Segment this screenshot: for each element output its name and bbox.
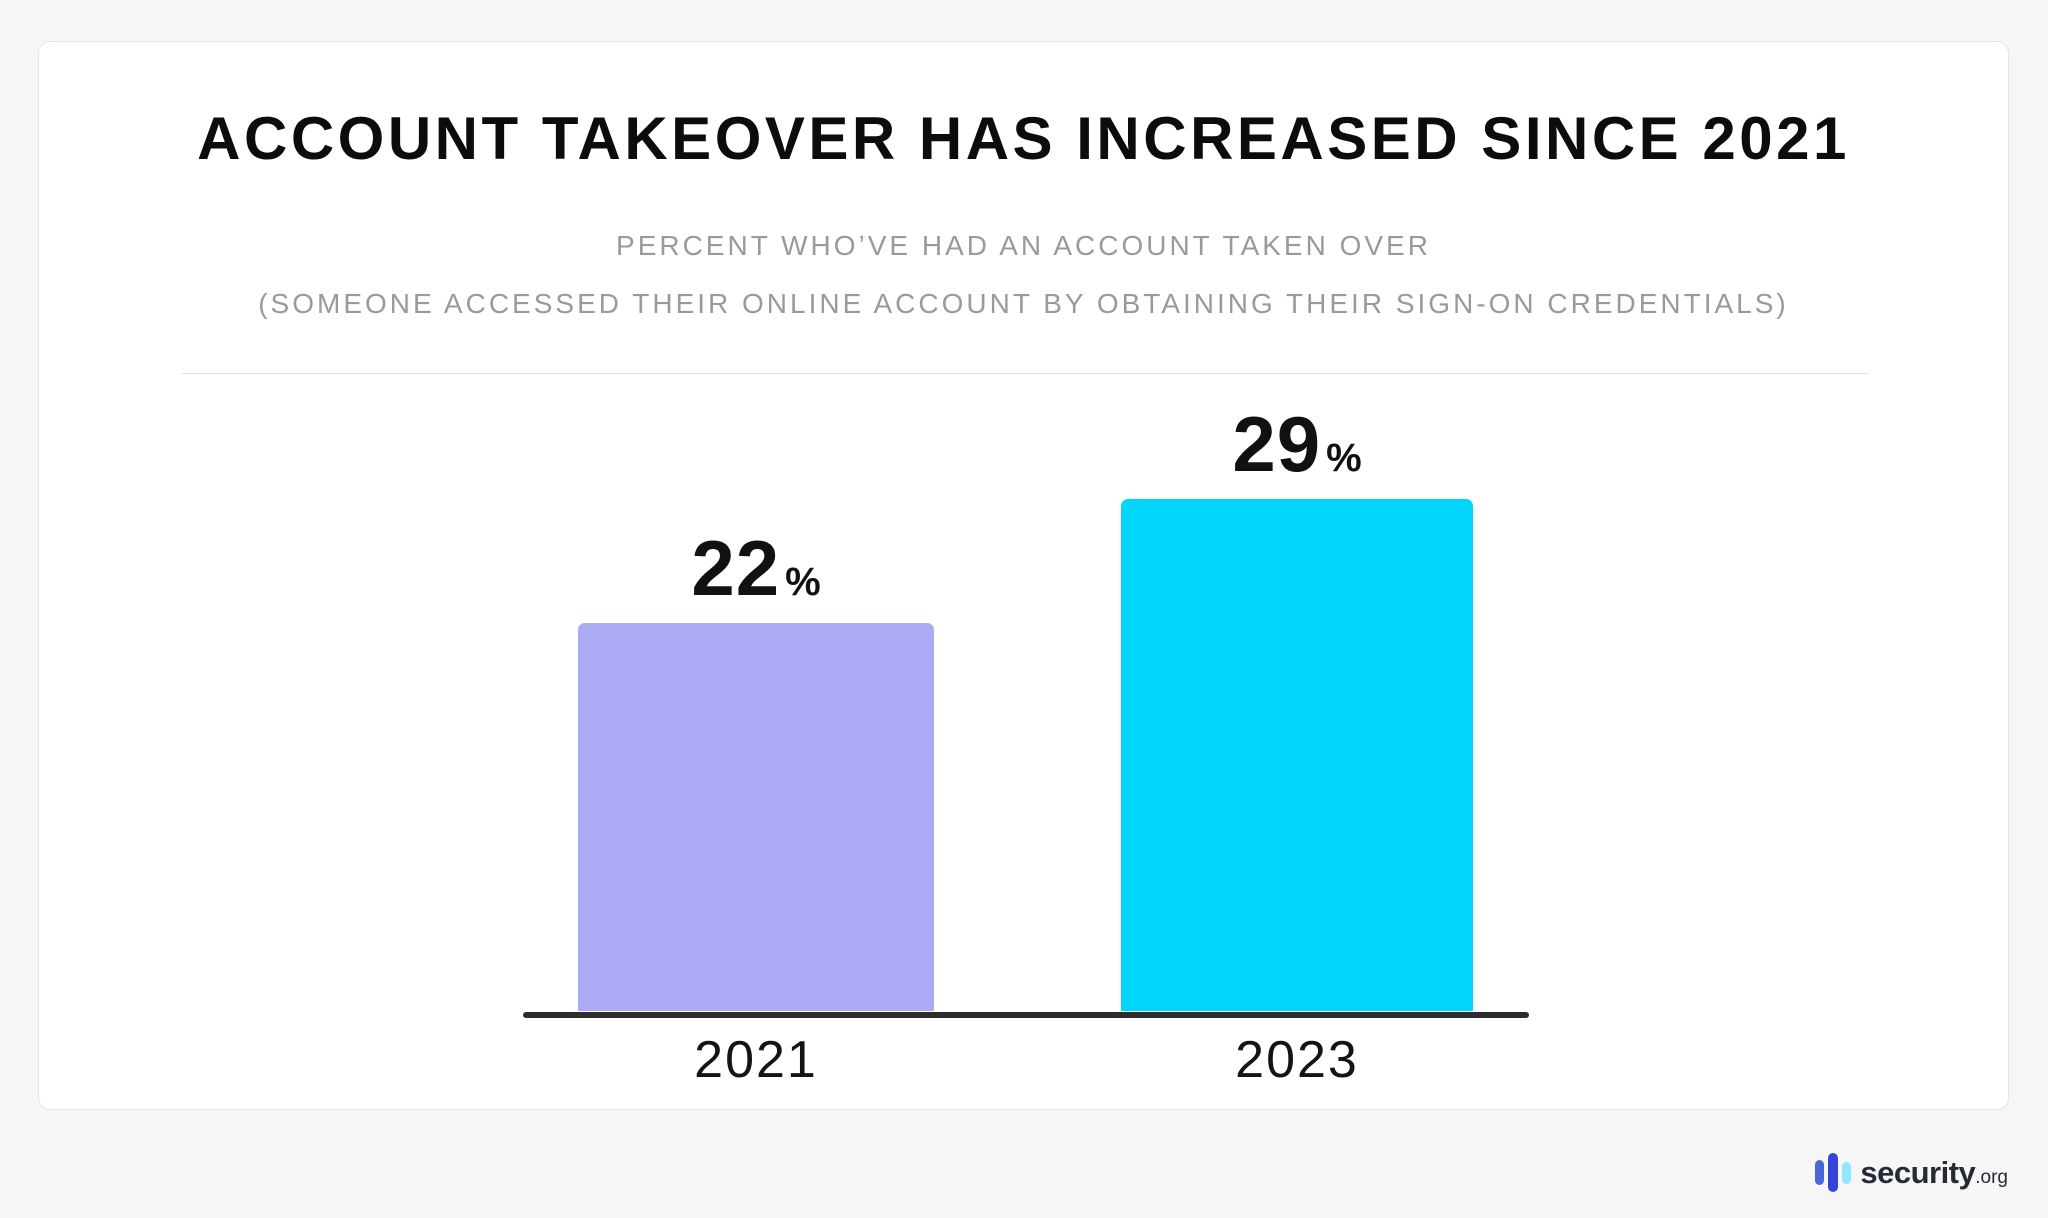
chart-card: ACCOUNT TAKEOVER HAS INCREASED SINCE 202… <box>38 41 2009 1110</box>
percent-sign-2021: % <box>785 560 821 604</box>
value-number-2021: 22 <box>691 524 781 612</box>
logo-bar-middle <box>1828 1153 1839 1192</box>
chart-subtitle-line-2: (SOMEONE ACCESSED THEIR ONLINE ACCOUNT B… <box>258 288 1789 319</box>
chart-subtitle-line-1: PERCENT WHO’VE HAD AN ACCOUNT TAKEN OVER <box>616 230 1431 261</box>
security-org-logo: security.org <box>1815 1153 2008 1192</box>
x-axis-label-2021: 2021 <box>694 1031 818 1089</box>
logo-suffix: .org <box>1975 1167 2008 1188</box>
logo-bar-right <box>1842 1161 1852 1184</box>
logo-text: security <box>1860 1155 1976 1190</box>
value-number-2023: 29 <box>1232 400 1322 488</box>
bar-group-2021: 22% <box>578 529 934 1011</box>
x-axis-label-2023: 2023 <box>1235 1031 1359 1089</box>
percent-sign-2023: % <box>1326 436 1362 480</box>
value-label-2021: 22% <box>691 529 820 607</box>
x-axis-line <box>523 1012 1529 1018</box>
chart-title: ACCOUNT TAKEOVER HAS INCREASED SINCE 202… <box>197 105 1850 172</box>
logo-bar-left <box>1815 1160 1825 1185</box>
logo-wordmark: security.org <box>1860 1157 2008 1188</box>
bar-group-2023: 29% <box>1121 405 1473 1011</box>
bar-2023 <box>1121 499 1473 1011</box>
security-org-bars-icon <box>1815 1153 1852 1192</box>
header-divider <box>181 373 1869 374</box>
value-label-2023: 29% <box>1232 405 1361 483</box>
bar-2021 <box>578 623 934 1011</box>
